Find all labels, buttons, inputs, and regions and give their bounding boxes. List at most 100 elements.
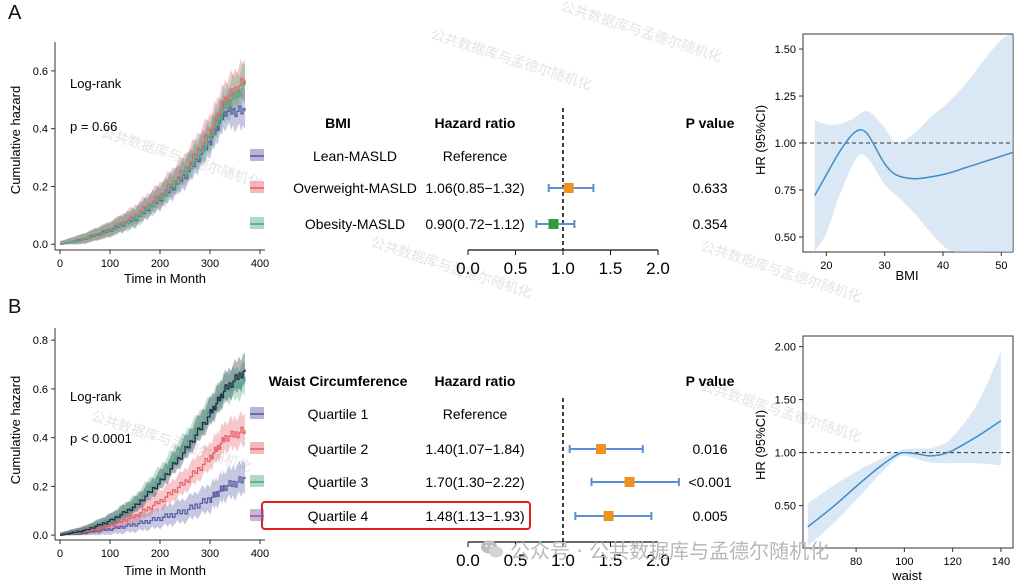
footer-watermark-text: 公众号 · 公共数据库与孟德尔随机化 [510, 538, 830, 563]
km-b-y-ticks: 0.0 0.2 0.4 0.6 0.8 [33, 335, 55, 542]
kmB-xtick-3: 300 [201, 548, 219, 560]
sB-ytick-0: 0.50 [775, 501, 796, 513]
sA-xtick-3: 50 [995, 260, 1007, 272]
km-a-y-ticks: 0.0 0.2 0.4 0.6 [33, 66, 55, 251]
fB-row-p-2: <0.001 [688, 474, 731, 490]
sA-ci-band [814, 34, 1013, 253]
kmB-xtick-1: 100 [101, 548, 119, 560]
fB-xtick-2: 1.0 [551, 551, 575, 570]
fA-point-0 [563, 183, 574, 193]
kmA-band-2 [60, 62, 245, 245]
kmA-ytick-1: 0.2 [33, 181, 48, 193]
fA-row-label-1: Overweight-MASLD [293, 180, 417, 196]
forest-a-marks [535, 108, 595, 250]
fB-point-1 [624, 477, 635, 487]
fB-legend-swatch-2 [250, 475, 264, 487]
footer-watermark: 公众号 · 公共数据库与孟德尔随机化 [480, 536, 830, 563]
kmB-ytick-2: 0.4 [33, 433, 48, 445]
fB-row-label-3: Quartile 4 [308, 508, 369, 524]
fB-row-label-0: Quartile 1 [308, 406, 369, 422]
sA-ytick-3: 1.25 [775, 91, 796, 103]
sB-ytick-2: 1.50 [775, 395, 796, 407]
fB-legend-swatch-1 [250, 442, 264, 454]
watermark-text-7: 公共数据库与孟德尔随机化 [559, 0, 724, 65]
fA-xtick-4: 2.0 [646, 259, 670, 278]
sB-ytick-1: 1.00 [775, 448, 796, 460]
kmB-band-2 [60, 361, 245, 536]
kmA-line-2 [60, 81, 246, 245]
fA-row-hr-1: 1.06(0.85−1.32) [425, 180, 524, 196]
kmB-xtick-0: 0 [57, 548, 63, 560]
kmB-line-3 [60, 369, 246, 536]
km-chart-b: 0.0 0.2 0.4 0.6 0.8 0 100 200 300 400 Cumulative… [8, 328, 269, 578]
kmB-line-0 [60, 476, 246, 536]
sA-ytick-4: 1.50 [775, 44, 796, 56]
fA-legend-swatch-1 [250, 181, 264, 193]
sA-ytick-2: 1.00 [775, 138, 796, 150]
fA-row-p-1: 0.633 [692, 180, 727, 196]
forest-b-rows: Quartile 1 Reference Quartile 2 1.40(1.07−1… [250, 406, 732, 524]
spline-a-plot: 0.50 0.75 1.00 1.25 1.50 20 30 40 50 [775, 33, 1014, 272]
fA-row-label-2: Obesity-MASLD [305, 216, 405, 232]
sB-xtick-0: 80 [850, 556, 862, 568]
fB-legend-swatch-3 [250, 509, 264, 521]
kmB-xtick-2: 200 [151, 548, 169, 560]
kmB-band-0 [60, 460, 245, 536]
sA-xtick-0: 20 [820, 260, 832, 272]
panel-label-b: B [8, 296, 22, 318]
fB-xtick-4: 2.0 [646, 551, 670, 570]
fB-xtick-3: 1.5 [599, 551, 623, 570]
fA-row-label-0: Lean-MASLD [313, 148, 397, 164]
forest-b-group-header: Waist Circumference [269, 373, 408, 389]
kmB-ytick-0: 0.0 [33, 530, 48, 542]
fB-row-label-2: Quartile 3 [308, 474, 369, 490]
fB-row-hr-1: 1.40(1.07−1.84) [425, 441, 524, 457]
km-chart-a: 0.0 0.2 0.4 0.6 0 100 200 300 400 Cumulative ha… [8, 42, 269, 286]
fA-row-hr-0: Reference [443, 148, 508, 164]
kmA-xtick-0: 0 [57, 258, 63, 270]
km-b-ylabel: Cumulative hazard [8, 376, 23, 484]
kmA-xtick-2: 200 [151, 258, 169, 270]
fA-row-p-2: 0.354 [692, 216, 727, 232]
fB-legend-swatch-0 [250, 407, 264, 419]
forest-plot-b: Waist Circumference Hazard ratio P value… [250, 373, 735, 570]
forest-b-p-header: P value [686, 373, 735, 389]
sB-frame [802, 335, 1014, 549]
forest-b-axis: 0.0 0.5 1.0 1.5 2.0 [456, 541, 670, 570]
km-b-bands [60, 352, 245, 536]
spline-b-plot: 0.50 1.00 1.50 2.00 80 100 120 140 [775, 335, 1014, 568]
fB-row-p-1: 0.016 [692, 441, 727, 457]
fA-row-hr-2: 0.90(0.72−1.12) [425, 216, 524, 232]
kmA-ytick-0: 0.0 [33, 239, 48, 251]
fB-point-0 [596, 444, 606, 454]
kmA-xtick-4: 400 [251, 258, 269, 270]
kmB-ytick-4: 0.8 [33, 335, 48, 347]
kmA-ytick-3: 0.6 [33, 66, 48, 78]
kmA-xtick-3: 300 [201, 258, 219, 270]
spline-a-ylabel: HR (95%CI) [753, 105, 768, 175]
fB-row-hr-3: 1.48(1.13−1.93) [425, 508, 524, 524]
fB-row-hr-2: 1.70(1.30−2.22) [425, 474, 524, 490]
kmB-band-1 [60, 410, 245, 536]
forest-b-hr-header: Hazard ratio [435, 373, 516, 389]
km-b-xlabel: Time in Month [124, 563, 206, 578]
km-a-logrank-label: Log-rank [70, 76, 122, 91]
panel-label-a: A [8, 2, 22, 24]
forest-a-axis: 0.0 0.5 1.0 1.5 2.0 [456, 249, 670, 278]
sA-hr-line [814, 128, 1014, 196]
km-b-logrank-label: Log-rank [70, 389, 122, 404]
sB-ytick-3: 2.00 [775, 342, 796, 354]
forest-plot-a: BMI Hazard ratio P value Lean-MASLD Refer… [250, 108, 735, 278]
km-b-lines [60, 369, 246, 536]
sA-xtick-2: 40 [937, 260, 949, 272]
sB-xtick-3: 140 [992, 556, 1010, 568]
km-b-pvalue: p < 0.0001 [70, 431, 132, 446]
fB-point-2 [603, 511, 614, 521]
fA-legend-swatch-0 [250, 149, 264, 161]
km-b-x-ticks: 0 100 200 300 400 [57, 540, 269, 560]
spline-a-xlabel: BMI [895, 268, 918, 283]
forest-a-hr-header: Hazard ratio [435, 115, 516, 131]
kmB-xtick-4: 400 [251, 548, 269, 560]
spline-chart-b: 0.50 1.00 1.50 2.00 80 100 120 140 HR (95%CI) w… [753, 335, 1014, 583]
